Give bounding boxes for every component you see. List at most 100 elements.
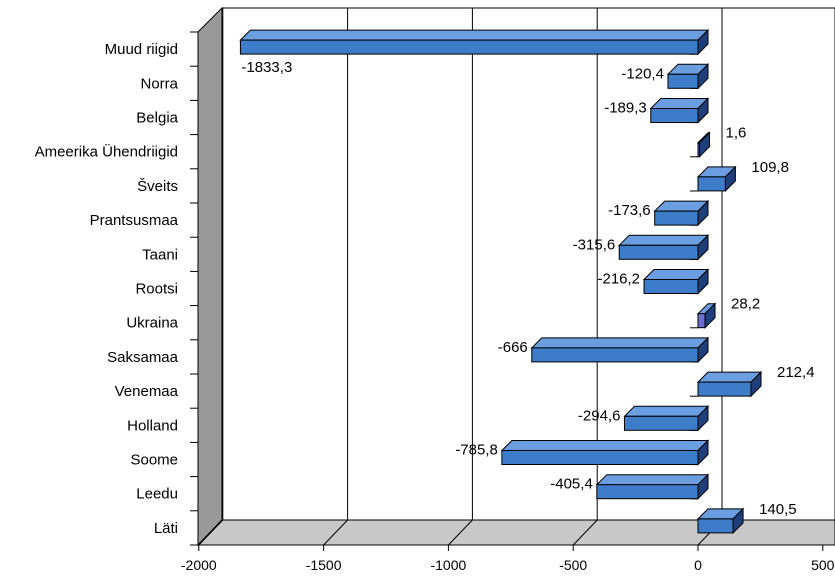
- data-label: 28,2: [731, 296, 760, 313]
- bar-side: [697, 234, 709, 261]
- bar-top: [642, 269, 710, 280]
- bar-top: [696, 371, 763, 383]
- bar-front: [501, 450, 699, 465]
- bar-top: [595, 474, 710, 486]
- category-label: Saksamaa: [107, 349, 179, 366]
- category-label: Prantsusmaa: [90, 212, 179, 229]
- bar: [696, 165, 737, 193]
- bar-front: [650, 108, 699, 123]
- data-label: -216,2: [597, 271, 640, 288]
- x-tick-label: -500: [559, 557, 587, 573]
- category-label: Ameerika Ühendriigid: [35, 143, 178, 161]
- x-tick-label: -2000: [181, 557, 217, 573]
- data-label: -315,6: [573, 236, 616, 253]
- chart-left-wall: [197, 6, 223, 547]
- category-label: Soome: [130, 452, 178, 469]
- data-label: -405,4: [550, 476, 593, 493]
- bar-side: [732, 507, 744, 535]
- bar-top: [500, 440, 710, 451]
- category-label: Belgia: [136, 110, 178, 127]
- bar-front: [654, 210, 699, 226]
- bar-front: [697, 518, 734, 534]
- bar-front: [623, 415, 699, 431]
- category-label: Muud riigid: [105, 41, 178, 58]
- category-label: Leedu: [136, 486, 178, 503]
- bar-side: [697, 199, 709, 227]
- bar-side: [697, 439, 709, 466]
- category-label: Venemaa: [115, 383, 179, 400]
- bar: [239, 28, 710, 56]
- bar-front: [667, 73, 699, 89]
- bar-front: [596, 484, 699, 500]
- floor-gridline: [198, 519, 224, 546]
- bar-side: [697, 28, 709, 56]
- bar-side: [697, 268, 709, 295]
- bar-top: [623, 405, 710, 417]
- bar-side: [704, 302, 716, 329]
- bar-front: [239, 39, 699, 55]
- bar-side: [750, 370, 762, 398]
- data-label: 109,8: [751, 159, 789, 176]
- bar-front: [697, 381, 752, 397]
- chart-floor: [196, 519, 835, 546]
- bar: [618, 234, 710, 261]
- x-tick-label: 0: [694, 557, 702, 573]
- bar: [666, 63, 710, 90]
- data-label: -120,4: [621, 65, 664, 82]
- x-tick-label: 500: [811, 557, 835, 573]
- x-tick-label: -1000: [430, 557, 466, 573]
- bar: [696, 302, 717, 329]
- data-label: -666: [498, 339, 528, 356]
- bars: [239, 28, 763, 535]
- category-label: Rootsi: [135, 281, 178, 298]
- x-tick-labels: -2000 -1500 -1000 -500 0 500: [181, 557, 835, 573]
- bar-top: [239, 29, 710, 41]
- bar-front: [618, 244, 699, 260]
- bar-front: [697, 313, 706, 329]
- bar-side: [699, 131, 710, 158]
- category-label: Taani: [142, 246, 178, 263]
- plot-area-back: [221, 7, 835, 521]
- bar: [649, 97, 710, 124]
- data-label: -173,6: [608, 202, 651, 219]
- category-label: Ukraina: [126, 315, 178, 332]
- category-label: Holland: [127, 417, 178, 434]
- data-label: -1833,3: [241, 59, 292, 76]
- floor-gridline: [323, 519, 348, 546]
- category-labels: Muud riigid Norra Belgia Ameerika Ühendriig…: [35, 41, 179, 537]
- gridlines: [198, 8, 723, 546]
- category-label: Norra: [140, 75, 178, 92]
- floor-gridline: [572, 519, 598, 546]
- bar-side: [697, 405, 709, 432]
- bar-front: [531, 347, 699, 363]
- bar-side: [697, 97, 709, 124]
- data-label: 212,4: [777, 364, 815, 381]
- bar-front: [643, 279, 699, 294]
- data-label: 140,5: [759, 501, 797, 518]
- bar: [595, 473, 710, 500]
- bar: [696, 131, 711, 158]
- bar: [642, 268, 710, 295]
- bar-side: [724, 165, 736, 193]
- data-label: -294,6: [578, 407, 621, 424]
- bar-top: [530, 337, 710, 349]
- bar: [653, 199, 710, 227]
- data-label: -785,8: [455, 442, 498, 459]
- data-label: 1,6: [726, 125, 747, 142]
- bar: [500, 439, 710, 466]
- bar: [696, 370, 763, 398]
- x-tick-label: -1500: [306, 557, 342, 573]
- bar-side: [697, 336, 709, 364]
- bar-front: [697, 176, 726, 192]
- bar-side: [697, 63, 709, 90]
- bar: [530, 336, 710, 364]
- floor-gridline: [448, 519, 473, 546]
- bar: [696, 507, 745, 535]
- data-label: -189,3: [604, 100, 647, 117]
- bar: [623, 405, 710, 432]
- bar-side: [697, 473, 709, 500]
- bar-top: [618, 234, 710, 246]
- category-label: Läti: [154, 520, 178, 537]
